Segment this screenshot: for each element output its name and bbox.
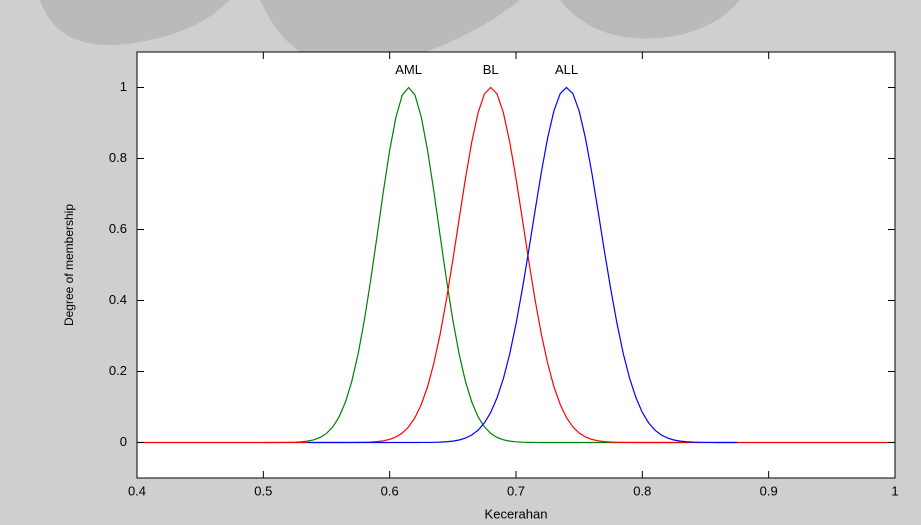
y-tick-label: 0.8 <box>109 150 127 165</box>
series-line <box>137 86 895 444</box>
y-tick-label: 0 <box>120 434 127 449</box>
watermark-shape <box>260 0 520 68</box>
x-tick-label: 1 <box>891 483 898 498</box>
x-tick-label: 0.8 <box>633 483 651 498</box>
x-axis-label: Kecerahan <box>485 506 548 521</box>
x-tick-label: 0.9 <box>760 483 778 498</box>
watermark-shape <box>40 0 230 45</box>
watermark-shape <box>560 0 740 39</box>
watermark <box>40 0 740 68</box>
x-tick-label: 0.7 <box>507 483 525 498</box>
series-line <box>307 86 738 444</box>
series-label: ALL <box>555 62 578 77</box>
y-tick-label: 0.6 <box>109 221 127 236</box>
y-tick-label: 0.4 <box>109 292 127 307</box>
y-tick-label: 0.2 <box>109 363 127 378</box>
x-tick-label: 0.6 <box>381 483 399 498</box>
series-label: BL <box>483 62 499 77</box>
y-tick-label: 1 <box>120 79 127 94</box>
x-tick-label: 0.4 <box>128 483 146 498</box>
plot-area <box>136 51 896 479</box>
y-axis-label: Degree of membership <box>62 204 76 326</box>
series-label: AML <box>395 62 422 77</box>
x-tick-label: 0.5 <box>254 483 272 498</box>
plot <box>137 86 895 444</box>
